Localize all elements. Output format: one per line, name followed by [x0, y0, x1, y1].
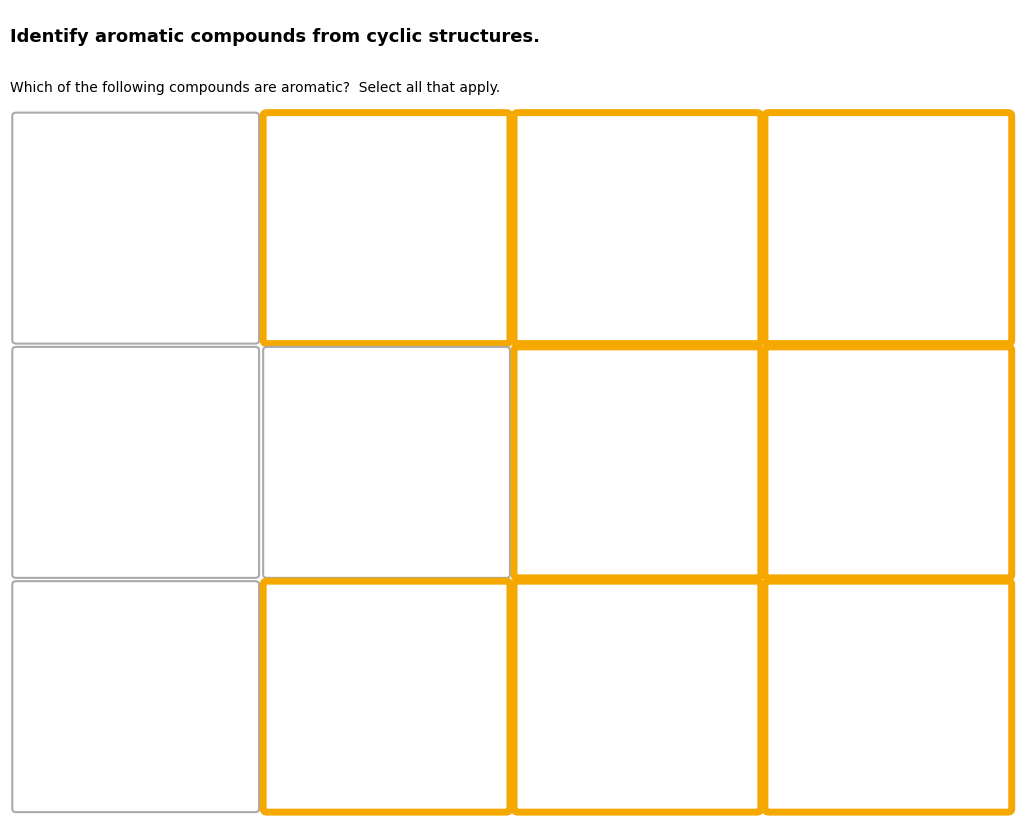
Circle shape: [609, 748, 642, 780]
Text: −: −: [118, 176, 130, 191]
Text: N: N: [109, 757, 120, 772]
Text: O: O: [621, 623, 631, 636]
Circle shape: [609, 613, 642, 645]
Text: H: H: [871, 595, 882, 609]
Text: O: O: [370, 177, 380, 190]
Text: O: O: [868, 413, 882, 431]
Text: N: N: [870, 628, 882, 643]
Text: O: O: [362, 641, 373, 653]
Text: O: O: [857, 413, 869, 431]
Text: O: O: [621, 757, 631, 770]
Text: N: N: [347, 758, 358, 773]
Text: H: H: [864, 362, 873, 375]
Text: Which of the following compounds are aromatic?  Select all that apply.: Which of the following compounds are aro…: [10, 81, 501, 95]
Text: NH: NH: [840, 480, 860, 494]
Text: N: N: [869, 278, 882, 295]
Text: H: H: [109, 788, 120, 802]
Text: +: +: [644, 275, 654, 289]
Circle shape: [351, 631, 384, 663]
Text: Identify aromatic compounds from cyclic structures.: Identify aromatic compounds from cyclic …: [9, 28, 540, 46]
Text: N: N: [863, 380, 874, 395]
Text: O: O: [618, 525, 633, 543]
Circle shape: [358, 168, 391, 199]
Text: O: O: [616, 295, 630, 313]
Text: N: N: [807, 246, 820, 264]
Text: :: :: [840, 246, 846, 264]
